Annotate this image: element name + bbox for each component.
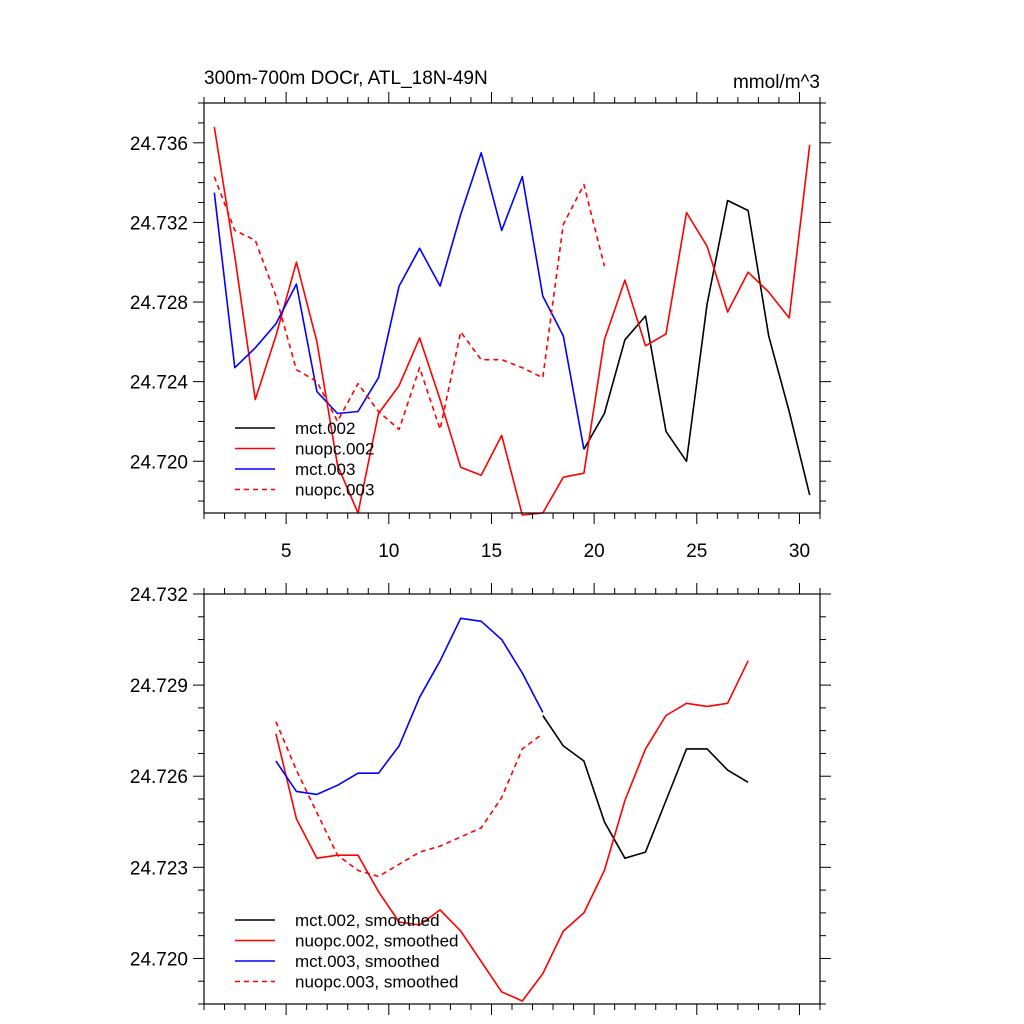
legend-entry: mct.002, smoothed	[295, 911, 440, 930]
x-tick-label: 15	[481, 541, 502, 562]
bottom-panel: 24.720 24.723 24.726 24.729 24.732 mct.002, …	[130, 583, 831, 1015]
series-line	[542, 715, 749, 860]
legend-entry: nuopc.003	[295, 481, 374, 500]
y-tick-label: 24.736	[130, 134, 188, 155]
y-tick-label: 24.732	[130, 585, 188, 606]
legend-entry: nuopc.002	[295, 440, 374, 459]
legend-entry: mct.002	[295, 419, 355, 438]
y-tick-label: 24.720	[130, 452, 188, 473]
units-label: mmol/m^3	[733, 72, 820, 93]
series-line	[275, 617, 544, 796]
bottom-axis-ticks: 24.720 24.723 24.726 24.729 24.732	[130, 583, 831, 1015]
y-tick-label: 24.732	[130, 213, 188, 234]
series-line	[583, 199, 811, 496]
top-panel: 300m-700m DOCr, ATL_18N-49N mmol/m^3 5 10…	[130, 68, 831, 562]
y-tick-label: 24.726	[130, 767, 188, 788]
y-tick-label: 24.728	[130, 293, 188, 314]
x-tick-label: 10	[378, 541, 399, 562]
top-axis-ticks: 5 10 15 20 25 30 24.720 24.724 24.728 24.732 24.73…	[130, 92, 831, 562]
chart-title: 300m-700m DOCr, ATL_18N-49N	[204, 68, 488, 89]
x-tick-label: 20	[584, 541, 605, 562]
bottom-legend: mct.002, smoothed nuopc.002, smoothedmct.…	[235, 911, 459, 992]
top-series-layer	[213, 126, 811, 516]
legend-entry: nuopc.003, smoothed	[295, 973, 459, 992]
y-tick-label: 24.729	[130, 676, 188, 697]
y-tick-label: 24.723	[130, 858, 188, 879]
y-tick-label: 24.724	[130, 373, 189, 394]
series-line	[275, 660, 749, 1002]
y-tick-label: 24.720	[130, 949, 188, 970]
bottom-series-layer	[275, 617, 749, 1002]
legend-entry: nuopc.002, smoothed	[295, 932, 459, 951]
series-line	[213, 152, 585, 450]
legend-entry: mct.003	[295, 460, 355, 479]
x-tick-label: 30	[789, 541, 810, 562]
series-line	[213, 176, 606, 431]
x-tick-label: 5	[281, 541, 292, 562]
legend-entry: mct.003, smoothed	[295, 952, 440, 971]
series-line	[275, 721, 544, 878]
series-line	[213, 126, 811, 516]
x-tick-label: 25	[686, 541, 707, 562]
